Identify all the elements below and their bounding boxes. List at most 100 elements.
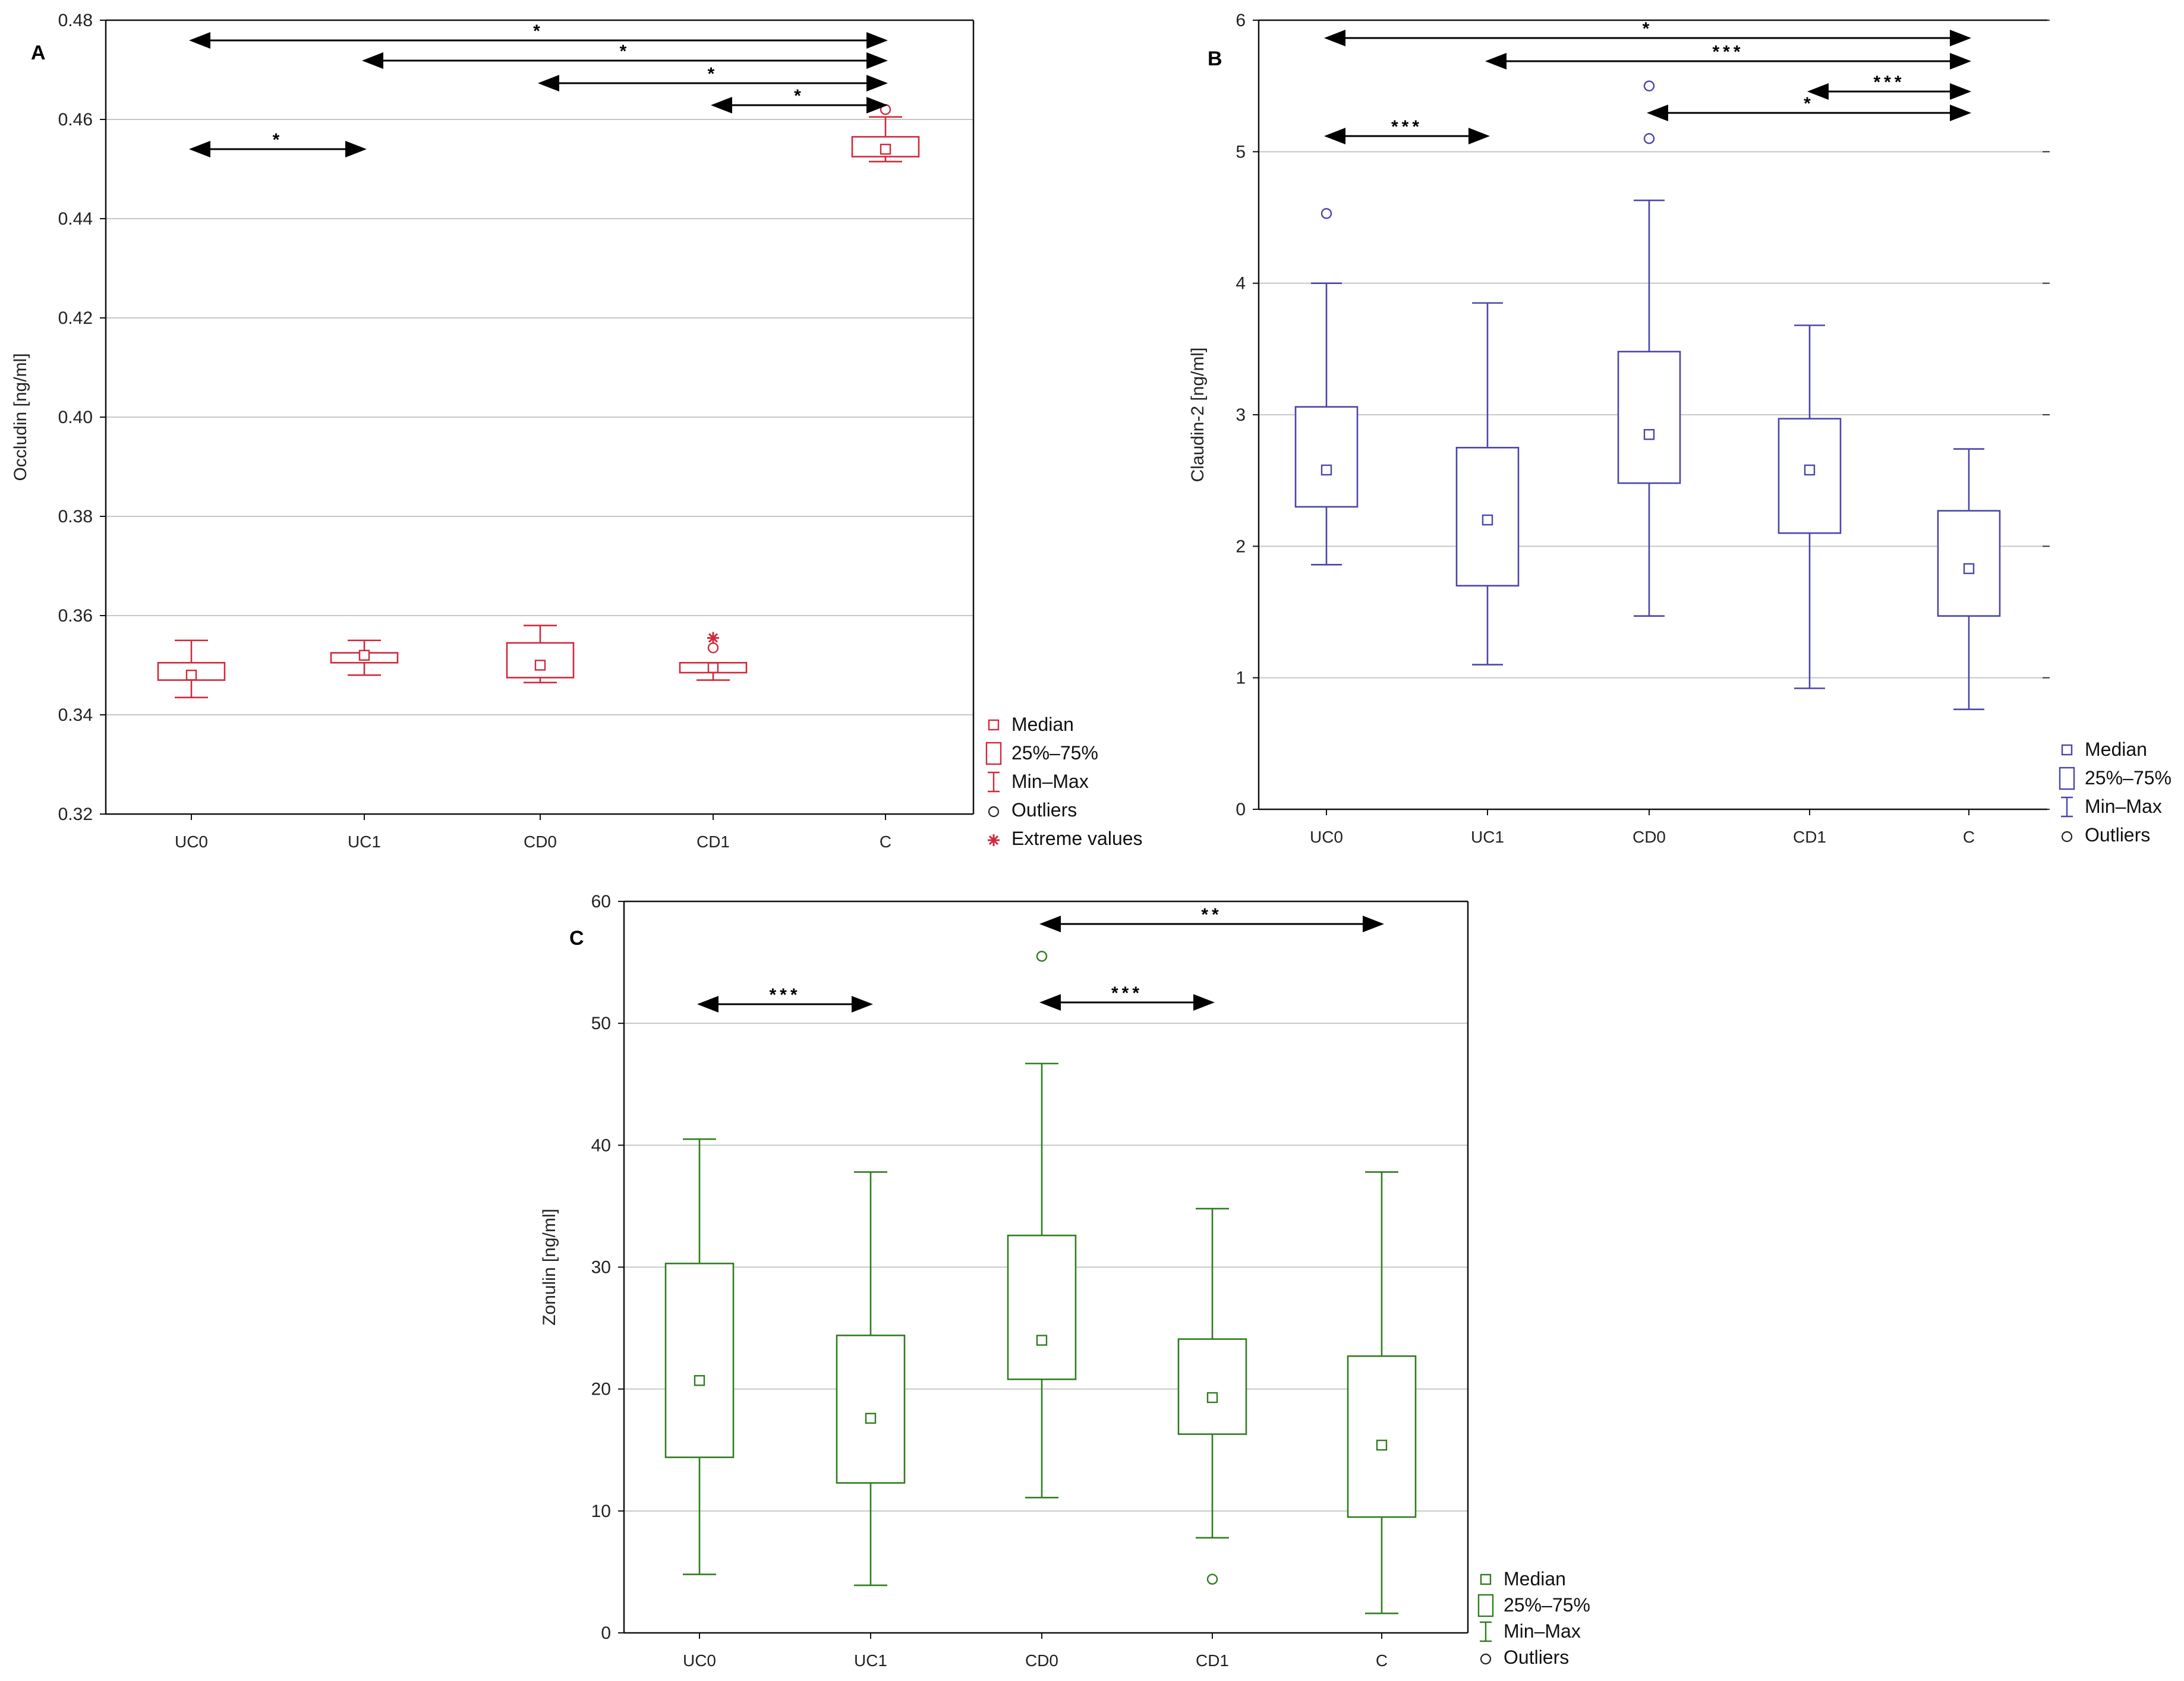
legend-median-symbol [988,719,1000,731]
arrowhead-right [866,52,888,69]
y-axis-label: Occludin [ng/ml] [11,353,30,481]
iqr-box [664,1263,735,1458]
y-tick-label: 0.38 [58,507,93,526]
legend-item: Outliers [1480,1647,1569,1668]
y-tick-label: 1 [1236,668,1246,688]
legend-label: 25%–75% [1011,742,1098,764]
arrowhead-left [1807,83,1829,100]
arrowhead-left [697,996,718,1013]
legend-item: Outliers [988,799,1077,821]
box-uc1 [1455,302,1520,666]
legend-item: Min–Max [1480,1620,1581,1642]
y-axis-label: Zonulin [ng/ml] [540,1209,559,1326]
extreme-point [707,632,719,644]
iqr-box [1177,1338,1247,1435]
legend-box-symbol [985,742,1002,765]
legend-label: Outliers [2085,824,2150,846]
legend-item: Median [988,714,1074,735]
arrowhead-right [1193,994,1215,1011]
arrowhead-left [1324,128,1345,144]
significance-label: *** [1111,983,1143,1003]
median-marker [358,649,370,661]
y-tick-label: 2 [1236,537,1246,556]
chart-panel-a: 0.32 0.34 0.36 0.38 0.40 0.42 0.44 0.46 0.48 UC0 U… [11,11,1143,851]
arrowhead-right [1468,128,1490,144]
x-tick-label: CD0 [1025,1651,1058,1670]
iqr-box [1294,406,1359,508]
arrowhead-left [189,141,210,157]
significance-label: *** [769,985,801,1005]
outlier-point [1206,1573,1218,1585]
significance-label: *** [1712,42,1744,62]
legend-label: Min–Max [1504,1620,1581,1642]
legend-extreme-symbol [988,835,999,846]
significance-label: * [708,64,718,84]
significance-uc0-c: * [1324,19,1971,46]
box-cd1 [679,632,748,681]
y-tick-label: 0.32 [58,805,93,824]
outlier-point [1036,951,1048,962]
significance-uc0-uc1: *** [697,985,873,1013]
legend-item: Median [2061,739,2147,760]
significance-cd0-cd1: *** [1039,983,1215,1011]
arrowhead-right [866,97,888,113]
legend-item: 25%–75% [985,742,1098,765]
legend-item: Median [1480,1568,1566,1589]
significance-label: * [1804,94,1814,113]
legend-label: Min–Max [1011,771,1089,792]
panel-letter: B [1208,48,1222,70]
extreme-stroke [708,633,718,643]
arrowhead-left [362,52,383,69]
arrowhead-right [345,141,367,157]
significance-label: *** [1391,117,1423,137]
outlier-point [707,642,719,654]
outlier-point [1643,133,1655,144]
arrowhead-right [866,32,888,49]
iqr-box [1347,1355,1417,1518]
significance-cd1-c: *** [1807,72,1971,100]
legend-outlier-symbol [988,806,1000,818]
x-tick-label: UC1 [1471,828,1504,846]
iqr-box [1778,418,1842,534]
x-tick-label: CD0 [524,832,557,851]
x-tick-label: C [1963,828,1975,846]
arrowhead-left [1039,916,1061,932]
iqr-box [836,1335,906,1484]
x-tick-label: UC1 [854,1651,887,1670]
legend-label: Min–Max [2085,796,2162,817]
median-marker [1643,429,1655,440]
box-uc0 [1294,208,1359,566]
box-cd0 [506,625,575,684]
significance-cd1-c: * [711,86,888,113]
iqr-box [1007,1234,1077,1380]
significance-uc1-c: * [362,42,888,69]
y-tick-label: 40 [591,1136,611,1155]
legend-outlier-symbol [1480,1653,1492,1665]
y-tick-label: 3 [1236,405,1246,425]
median-marker [185,669,197,681]
y-tick-label: 4 [1236,274,1246,294]
arrowhead-right [1950,53,1971,70]
arrowhead-right [1950,30,1971,46]
legend-outlier-symbol [2061,831,2073,843]
x-tick-label: C [1376,1651,1388,1670]
box-c [851,104,920,163]
arrowhead-left [1039,994,1061,1011]
legend-label: Median [1504,1568,1566,1589]
x-tick-label: C [880,832,891,851]
box-uc0 [664,1138,735,1575]
y-tick-label: 0.48 [58,11,93,30]
significance-uc0-uc1: * [189,130,367,157]
box-c [1347,1171,1417,1614]
x-tick-label: CD1 [1793,828,1826,846]
significance-cd0-c: * [538,64,888,92]
legend-label: 25%–75% [2085,767,2172,789]
legend: Median 25%–75% Min–Max Outliers Extreme valu… [985,714,1143,849]
y-tick-label: 0.42 [58,308,93,328]
legend-median-symbol [1480,1573,1492,1585]
arrowhead-right [1363,916,1384,932]
y-tick-label: 0 [601,1623,611,1643]
